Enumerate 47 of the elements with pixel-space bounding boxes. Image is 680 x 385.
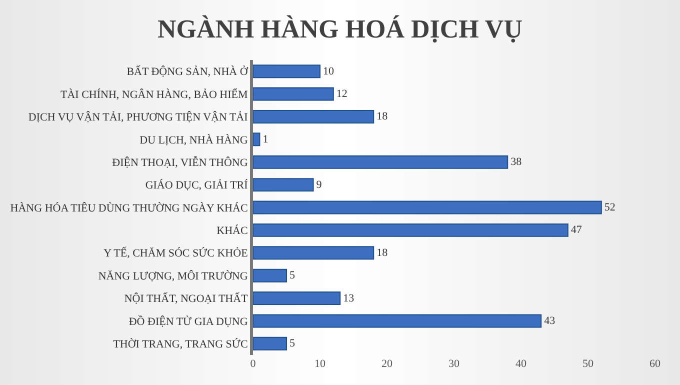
y-tick-label: THỜI TRANG, TRANG SỨC (113, 338, 248, 350)
y-tick-label: DU LỊCH, NHÀ HÀNG (140, 133, 248, 146)
data-label: 18 (376, 246, 388, 259)
data-label: 5 (290, 338, 296, 350)
bar (253, 336, 287, 350)
bar (253, 132, 260, 146)
y-tick-label: ĐIỆN THOẠI, VIỄN THÔNG (112, 156, 248, 169)
x-tick-label: 60 (650, 358, 661, 370)
y-tick-label: NĂNG LƯỢNG, MÔI TRƯỜNG (98, 269, 248, 282)
data-label: 38 (510, 156, 522, 168)
data-label: 13 (343, 292, 355, 304)
y-tick-label: KHÁC (216, 224, 248, 238)
data-label: 1 (262, 133, 268, 146)
bar (253, 246, 374, 260)
y-tick-label: BẤT ĐỘNG SẢN, NHÀ Ở (126, 65, 249, 78)
data-label: 43 (544, 314, 556, 327)
bar (253, 292, 341, 306)
y-tick-label: DỊCH VỤ VẬN TẢI, PHƯƠNG TIỆN VẬN TẢI (28, 110, 248, 124)
bar (253, 110, 374, 124)
bar (253, 268, 287, 282)
bar (253, 200, 602, 214)
x-tick-label: 30 (448, 358, 460, 370)
data-label: 9 (316, 178, 322, 191)
y-tick-label: Y TẾ, CHĂM SÓC SỨC KHỎE (104, 246, 248, 260)
y-tick-label: TÀI CHÍNH, NGÂN HÀNG, BẢO HIỂM (60, 88, 248, 101)
data-label: 12 (336, 88, 348, 100)
bar (253, 178, 314, 192)
x-tick-label: 50 (582, 358, 594, 370)
data-label: 10 (323, 65, 334, 78)
bar (253, 223, 568, 237)
bar (253, 64, 320, 78)
y-tick-label: HÀNG HÓA TIÊU DÙNG THƯỜNG NGÀY KHÁC (10, 201, 248, 214)
bar (253, 314, 542, 328)
x-tick-label: 40 (516, 358, 527, 370)
data-label: 47 (570, 224, 582, 236)
bar (253, 87, 334, 101)
chart-title: NGÀNH HÀNG HOÁ DỊCH VỤ (158, 14, 523, 44)
bar (253, 155, 508, 169)
y-tick-label: ĐỒ ĐIỆN TỬ GIA DỤNG (128, 314, 248, 328)
y-tick-label: GIÁO DỤC, GIẢI TRÍ (145, 178, 248, 192)
data-label: 52 (604, 202, 616, 214)
x-tick-label: 0 (250, 358, 256, 370)
data-label: 5 (290, 270, 296, 282)
x-tick-label: 10 (314, 358, 326, 370)
data-label: 18 (376, 110, 388, 123)
y-tick-label: NỘI THẤT, NGOẠI THẤT (124, 292, 248, 306)
x-tick-label: 20 (382, 358, 393, 370)
